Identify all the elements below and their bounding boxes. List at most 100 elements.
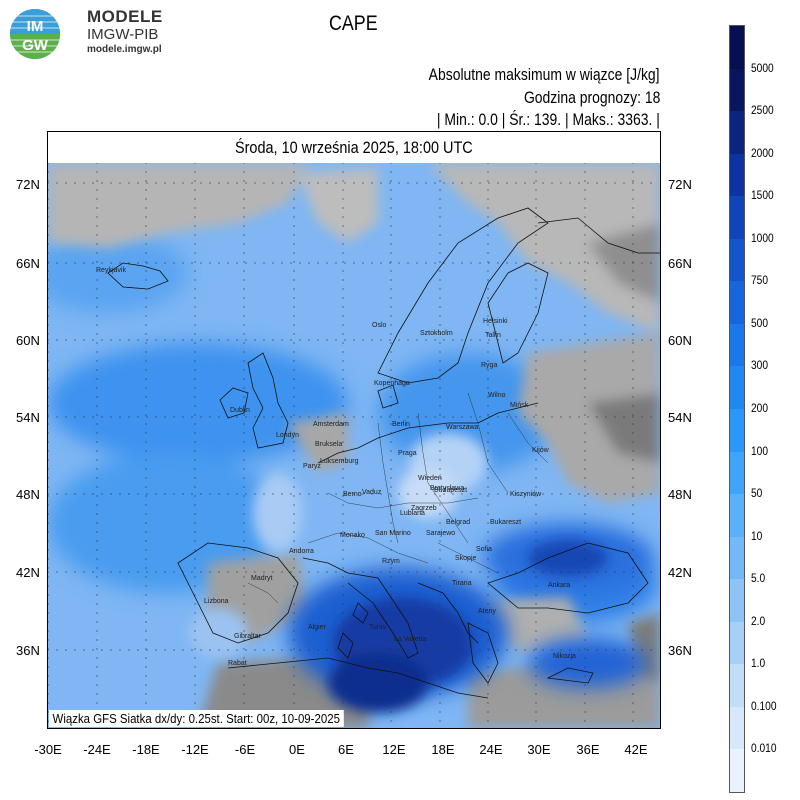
graticule-dot	[48, 513, 49, 515]
graticule-dot	[308, 262, 310, 264]
graticule-dot	[596, 262, 598, 264]
graticule-dot	[488, 182, 490, 184]
graticule-dot	[48, 684, 49, 686]
graticule-dot	[145, 279, 147, 281]
graticule-dot	[243, 414, 245, 416]
graticule-dot	[632, 459, 634, 461]
graticule-dot	[110, 416, 112, 418]
graticule-dot	[110, 262, 112, 264]
graticule-dot	[96, 594, 98, 596]
graticule-dot	[487, 351, 489, 353]
graticule-dot	[390, 198, 392, 200]
graticule-dot	[281, 649, 283, 651]
graticule-dot	[605, 493, 607, 495]
city-label: Sarajewo	[426, 530, 456, 537]
city-label: Algier	[308, 624, 326, 631]
graticule-dot	[584, 234, 586, 236]
graticule-dot	[439, 675, 441, 677]
graticule-dot	[342, 513, 344, 515]
graticule-dot	[96, 369, 98, 371]
graticule-dot	[632, 207, 634, 209]
graticule-dot	[194, 495, 196, 497]
graticule-dot	[632, 612, 634, 614]
graticule-dot	[439, 163, 441, 164]
graticule-dot	[293, 414, 295, 416]
graticule-dot	[48, 571, 49, 573]
graticule-dot	[245, 182, 247, 184]
graticule-dot	[439, 540, 441, 542]
city-label: Dublin	[230, 407, 250, 414]
graticule-dot	[443, 649, 445, 651]
graticule-dot	[390, 468, 392, 470]
city-label: Sofia	[476, 546, 492, 553]
graticule-dot	[173, 493, 175, 495]
graticule-dot	[173, 649, 175, 651]
graticule-dot	[487, 432, 489, 434]
graticule-dot	[632, 342, 634, 344]
graticule-dot	[243, 306, 245, 308]
graticule-dot	[515, 416, 517, 418]
graticule-dot	[48, 675, 49, 677]
graticule-dot	[632, 262, 634, 264]
graticule-dot	[390, 315, 392, 317]
graticule-dot	[461, 182, 463, 184]
graticule-dot	[362, 182, 364, 184]
graticule-dot	[535, 585, 537, 587]
lon-label: -30E	[34, 742, 62, 757]
graticule-dot	[535, 189, 537, 191]
graticule-dot	[487, 189, 489, 191]
graticule-dot	[194, 279, 196, 281]
graticule-dot	[293, 279, 295, 281]
graticule-dot	[293, 252, 295, 254]
graticule-dot	[515, 493, 517, 495]
city-label: Belgrad	[446, 519, 471, 526]
graticule-dot	[92, 571, 94, 573]
graticule-dot	[245, 493, 247, 495]
graticule-dot	[632, 657, 634, 659]
graticule-dot	[452, 182, 454, 184]
graticule-dot	[425, 339, 427, 341]
graticule-dot	[128, 493, 130, 495]
graticule-dot	[245, 262, 247, 264]
graticule-dot	[487, 468, 489, 470]
graticule-dot	[479, 571, 481, 573]
graticule-dot	[317, 649, 319, 651]
graticule-dot	[390, 531, 392, 533]
graticule-dot	[584, 621, 586, 623]
graticule-dot	[96, 702, 98, 704]
graticule-dot	[191, 339, 193, 341]
graticule-dot	[56, 493, 58, 495]
graticule-dot	[194, 396, 196, 398]
graticule-dot	[243, 594, 245, 596]
graticule-dot	[390, 378, 392, 380]
graticule-dot	[524, 182, 526, 184]
city-label: Oslo	[372, 322, 387, 329]
graticule-dot	[194, 324, 196, 326]
graticule-dot	[145, 531, 147, 533]
graticule-dot	[390, 396, 392, 398]
graticule-dot	[578, 339, 580, 341]
graticule-dot	[236, 493, 238, 495]
graticule-dot	[145, 261, 147, 263]
graticule-dot	[293, 270, 295, 272]
graticule-dot	[243, 558, 245, 560]
graticule-dot	[342, 171, 344, 173]
graticule-dot	[342, 648, 344, 650]
graticule-dot	[194, 558, 196, 560]
graticule-dot	[390, 648, 392, 650]
graticule-dot	[194, 315, 196, 317]
graticule-dot	[390, 252, 392, 254]
graticule-dot	[342, 405, 344, 407]
graticule-dot	[535, 324, 537, 326]
graticule-dot	[390, 684, 392, 686]
graticule-dot	[96, 225, 98, 227]
graticule-dot	[145, 513, 147, 515]
field-stats: | Min.: 0.0 | Śr.: 139. | Maks.: 3363. |	[437, 110, 660, 129]
graticule-dot	[524, 339, 526, 341]
graticule-dot	[614, 182, 616, 184]
graticule-dot	[191, 416, 193, 418]
graticule-dot	[535, 594, 537, 596]
graticule-dot	[182, 262, 184, 264]
graticule-dot	[487, 234, 489, 236]
lat-label: 48N	[668, 487, 692, 502]
